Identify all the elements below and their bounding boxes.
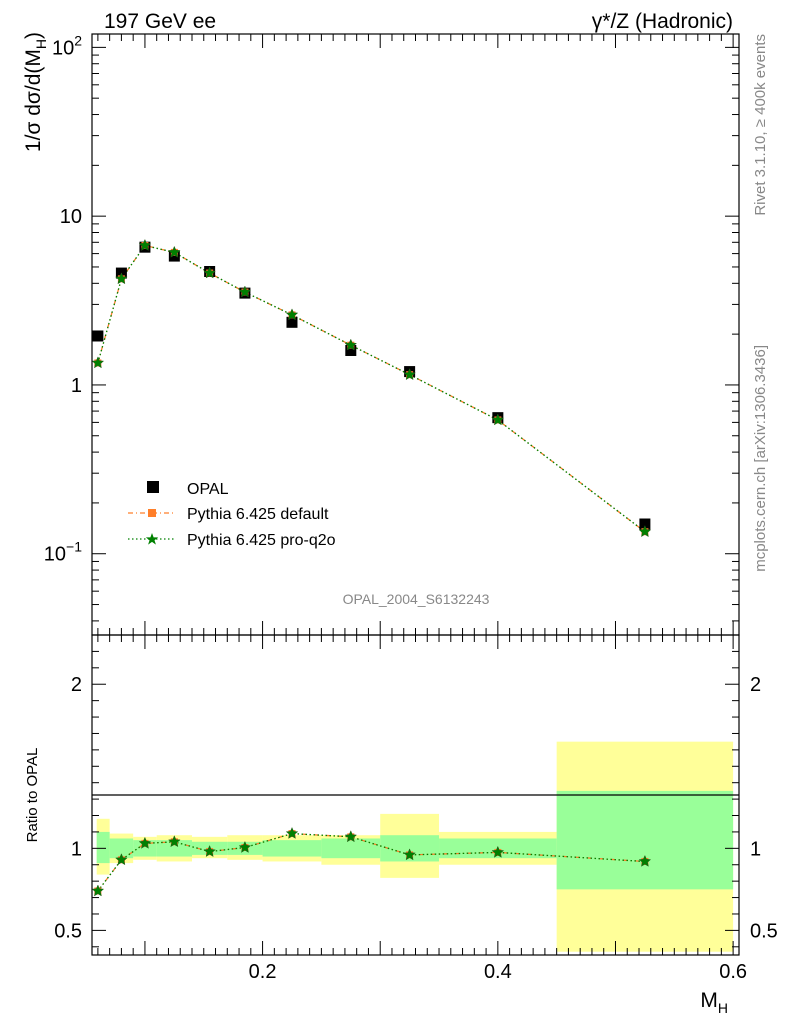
main-point-opal [92,330,104,342]
ratio-y-tick-labels: 0.5 0.5 1 1 2 2 [54,674,778,942]
x-tick-label: 0.6 [719,961,747,983]
ratio-point-pythia-proq2o [91,884,105,897]
main-y-tick-label: 102 [52,32,82,59]
main-point-pythia-proq2o [91,356,105,369]
legend-default-marker [148,509,156,517]
main-point-pythia-proq2o [138,238,152,251]
ratio-band-inner [109,838,134,859]
ratio-y-tick-label-left: 0.5 [54,920,82,942]
legend-proq2o-label: Pythia 6.425 pro-q2o [187,532,336,549]
x-tick-label: 0.4 [484,961,512,983]
main-y-axis-label-close: ) [22,32,45,39]
ratio-point-pythia-proq2o [203,844,216,858]
ratio-point-pythia-proq2o [138,836,152,849]
main-point-pythia-proq2o [238,285,252,298]
main-point-opal [168,250,180,262]
ratio-point-pythia-proq2o [638,854,652,867]
ratio-band-inner [321,838,381,859]
plot-right-title: γ*/Z (Hadronic) [592,10,733,33]
ratio-y-tick-label-right: 0.5 [750,920,778,942]
main-point-pythia-proq2o [638,525,652,538]
ratio-y-axis-label: Ratio to OPAL [24,748,41,843]
main-point-pythia-proq2o [491,413,505,426]
mcplots-reference-note: mcplots.cern.ch [arXiv:1306.3436] [752,345,769,572]
ratio-point-pythia-proq2o [167,835,181,848]
main-y-tick-label: 1 [71,375,82,397]
legend-opal-label: OPAL [187,481,229,498]
plot-left-title: 197 GeV ee [104,10,216,33]
main-y-tick-label-exponent: 2 [74,32,82,48]
ratio-point-pythia-proq2o [238,840,252,853]
ratio-point-pythia-proq2o [403,848,416,861]
ratio-band-inner [556,790,734,890]
main-y-tick-label-base: 10 [60,206,82,228]
ratio-uncertainty-bands [96,741,734,952]
ratio-point-pythia-proq2o [344,830,358,843]
ratio-band-inner [96,831,110,864]
main-point-pythia-proq2o [403,368,416,381]
main-point-pythia-proq2o [285,308,299,321]
main-point-pythia-proq2o [167,245,181,258]
ratio-band-inner [156,840,192,857]
main-point-pythia-proq2o [203,266,216,279]
ratio-y-tick-label-right: 2 [750,674,761,696]
ratio-point-pythia-proq2o [491,845,505,858]
ratio-frame [91,634,740,956]
ratio-band-inner [133,840,157,857]
main-y-tick-label-base: 10 [44,544,66,566]
legend-opal-marker [147,481,159,493]
main-point-opal [639,518,651,530]
ratio-y-tick-label-right: 1 [750,838,761,860]
analysis-watermark: OPAL_2004_S6132243 [343,591,490,607]
main-point-opal [286,316,298,328]
ratio-y-tick-label-left: 1 [71,838,82,860]
x-axis-label-main: M [700,989,718,1012]
ratio-point-pythia-proq2o [285,826,299,839]
main-point-opal [345,344,357,356]
ratio-x-tick-labels: 0.2 0.4 0.6 [249,961,747,983]
main-series-lines [97,244,646,533]
main-y-tick-label: 10−1 [44,539,82,566]
ratio-panel: 0.5 0.5 1 1 2 2 0.2 0.4 0.6 Ratio to OPAL MH [24,634,778,1016]
ratio-point-pythia-proq2o [115,853,128,866]
main-series-points [91,238,652,538]
main-line-pythia-default [97,244,646,533]
main-y-tick-label-base: 10 [52,37,74,59]
main-y-tick-label: 10 [60,206,82,228]
main-point-pythia-proq2o [115,272,128,285]
legend-default-label: Pythia 6.425 default [187,506,329,523]
ratio-band-inner [262,840,322,857]
main-line-pythia-proq2o [97,244,646,533]
main-y-tick-label-exponent: −1 [66,539,82,555]
x-axis-label-sub: H [718,1000,728,1016]
x-axis-label: MH [700,989,728,1016]
main-y-axis-label-sub: H [33,39,49,49]
ratio-series-points [91,826,652,897]
ratio-y-tick-label-left: 2 [71,674,82,696]
main-point-pythia-proq2o [344,338,358,351]
main-y-tick-label-base: 1 [71,375,82,397]
x-tick-label: 0.2 [249,961,277,983]
ratio-ticks [92,635,739,955]
main-y-axis-label-main: 1/σ dσ/d(M [22,49,45,152]
legend-proq2o-marker [145,533,159,545]
main-y-axis-label: 1/σ dσ/d(MH) [22,32,49,152]
legend: OPAL Pythia 6.425 default Pythia 6.425 p… [128,481,336,549]
rivet-version-note: Rivet 3.1.10, ≥ 400k events [752,34,769,216]
main-ticks [92,34,739,635]
